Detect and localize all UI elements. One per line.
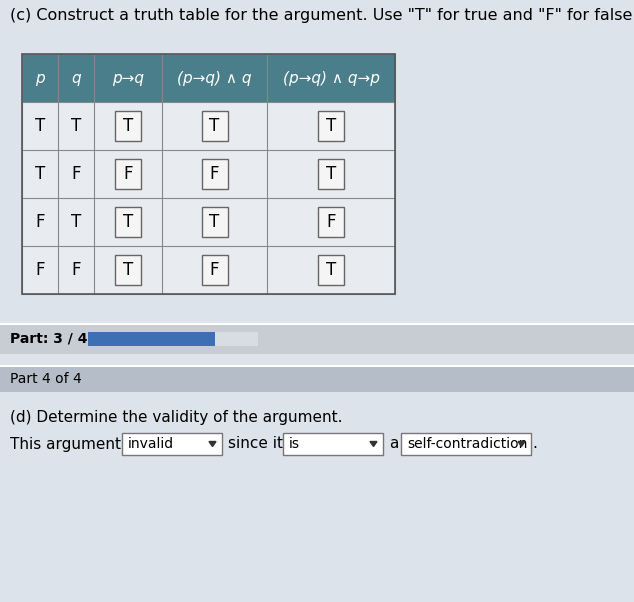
Bar [115, 255, 141, 285]
Text: (d) Determine the validity of the argument.: (d) Determine the validity of the argume… [10, 410, 342, 425]
Text: T: T [123, 213, 133, 231]
Polygon shape [370, 441, 377, 447]
Bar [202, 111, 228, 141]
Text: F: F [210, 165, 219, 183]
Bar [22, 54, 395, 102]
Text: T: T [71, 117, 81, 135]
Bar [401, 433, 531, 455]
Bar [88, 332, 215, 346]
Bar [88, 332, 258, 346]
Text: T: T [123, 261, 133, 279]
Text: F: F [210, 261, 219, 279]
Text: since it: since it [228, 436, 283, 452]
Text: T: T [326, 261, 336, 279]
Bar [318, 111, 344, 141]
Text: T: T [209, 117, 219, 135]
Text: F: F [36, 261, 45, 279]
Text: a: a [389, 436, 398, 452]
Bar [318, 207, 344, 237]
Bar [122, 433, 222, 455]
Text: F: F [36, 213, 45, 231]
Text: T: T [209, 213, 219, 231]
Text: T: T [123, 117, 133, 135]
Bar [283, 433, 383, 455]
Text: (c) Construct a truth table for the argument. Use "T" for true and "F" for false: (c) Construct a truth table for the argu… [10, 8, 634, 23]
Text: T: T [326, 117, 336, 135]
Bar [115, 159, 141, 189]
Text: F: F [327, 213, 336, 231]
Text: p: p [36, 70, 45, 85]
Text: q: q [71, 70, 81, 85]
Text: T: T [71, 213, 81, 231]
Bar [318, 255, 344, 285]
Bar [202, 255, 228, 285]
Text: self-contradiction: self-contradiction [407, 437, 527, 451]
Bar [22, 198, 395, 246]
Bar [115, 111, 141, 141]
Bar [318, 159, 344, 189]
Text: Part 4 of 4: Part 4 of 4 [10, 372, 82, 386]
Text: T: T [35, 165, 45, 183]
Bar [0, 366, 634, 392]
Bar [0, 392, 634, 602]
Text: F: F [123, 165, 133, 183]
Bar [0, 324, 634, 354]
Text: (p→q) ∧ q→p: (p→q) ∧ q→p [283, 70, 379, 85]
Text: is: is [289, 437, 300, 451]
Text: T: T [326, 165, 336, 183]
Text: T: T [35, 117, 45, 135]
Text: p→q: p→q [112, 70, 144, 85]
Text: F: F [71, 165, 81, 183]
Text: invalid: invalid [128, 437, 174, 451]
Bar [115, 207, 141, 237]
Bar [22, 102, 395, 150]
Bar [22, 246, 395, 294]
Bar [202, 207, 228, 237]
Bar [22, 54, 395, 294]
Text: (p→q) ∧ q: (p→q) ∧ q [178, 70, 252, 85]
Text: F: F [71, 261, 81, 279]
Polygon shape [209, 441, 216, 447]
Text: This argument is: This argument is [10, 436, 138, 452]
Polygon shape [518, 441, 525, 447]
Bar [22, 150, 395, 198]
Bar [202, 159, 228, 189]
Text: .: . [532, 436, 537, 452]
Text: Part: 3 / 4: Part: 3 / 4 [10, 332, 87, 346]
